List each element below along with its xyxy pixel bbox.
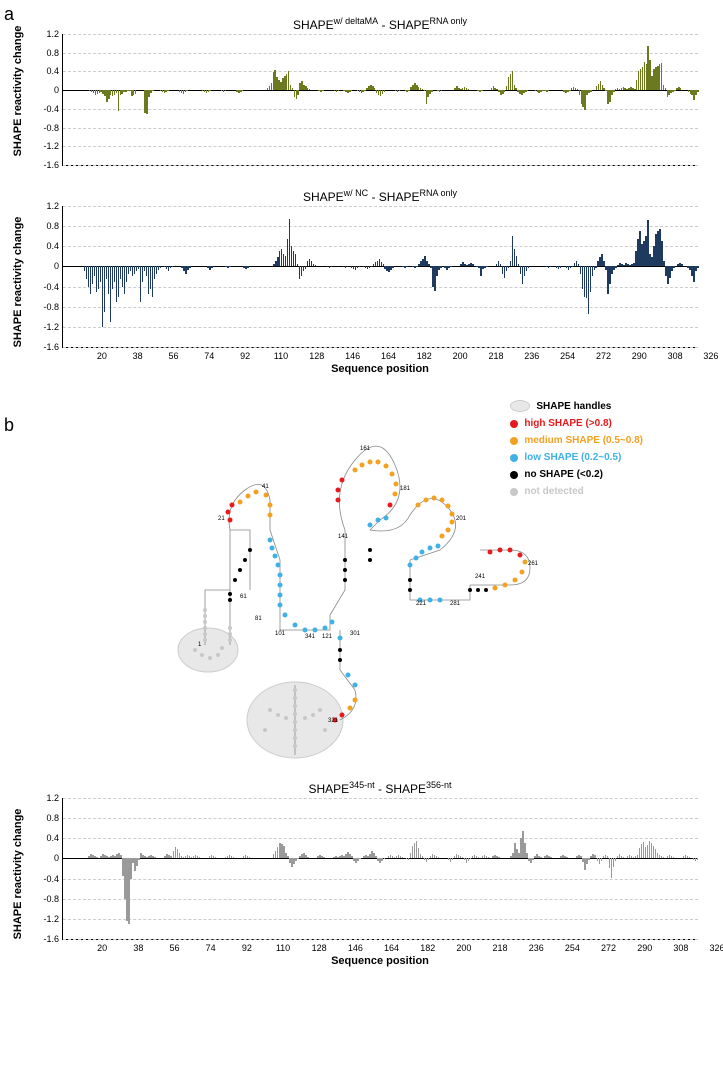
legend-nd-text: not detected	[524, 486, 583, 497]
legend-nd: not detected	[510, 486, 643, 497]
svg-text:281: 281	[450, 601, 461, 607]
legend-medium: medium SHAPE (0.5~0.8)	[510, 435, 643, 446]
legend-medium-text: medium SHAPE (0.5~0.8)	[524, 435, 643, 446]
chart3-container: SHAPE345-nt - SHAPE356-nt SHAPE reactivi…	[62, 780, 698, 967]
legend-low-dot	[510, 454, 518, 462]
chart3-title-mid: - SHAPE	[375, 782, 426, 796]
chart2-ylabel: SHAPE reactivity change	[12, 216, 24, 347]
svg-text:341: 341	[305, 634, 316, 640]
chart1-container: SHAPEw/ deltaMA - SHAPERNA only SHAPE re…	[62, 16, 698, 166]
svg-text:221: 221	[416, 601, 427, 607]
chart1-title-pre: SHAPE	[293, 18, 334, 32]
svg-text:61: 61	[240, 594, 247, 600]
panel-a-label: a	[4, 4, 14, 25]
svg-text:321: 321	[328, 718, 339, 724]
chart1-title-sup1: w/ deltaMA	[334, 16, 379, 26]
legend-high-dot	[510, 420, 518, 428]
svg-text:261: 261	[528, 561, 539, 567]
svg-text:41: 41	[262, 484, 269, 490]
chart1-title-sup2: RNA only	[430, 16, 468, 26]
chart1-title: SHAPEw/ deltaMA - SHAPERNA only	[62, 16, 698, 32]
svg-text:141: 141	[338, 534, 349, 540]
chart2-title-pre: SHAPE	[303, 190, 344, 204]
structure-area: 1 21 41 61 81 101 121 141 161 181 201 22…	[50, 390, 713, 790]
rna-structure-diagram: 1 21 41 61 81 101 121 141 161 181 201 22…	[110, 390, 540, 770]
legend-handles-swatch	[510, 400, 530, 412]
legend-medium-dot	[510, 437, 518, 445]
legend-none: no SHAPE (<0.2)	[510, 469, 643, 480]
legend-none-text: no SHAPE (<0.2)	[524, 469, 603, 480]
chart1-ylabel: SHAPE reactivity change	[12, 26, 24, 157]
svg-text:181: 181	[400, 486, 411, 492]
chart3-title-sup2: 356-nt	[426, 780, 452, 790]
chart3-xlabel: Sequence position	[62, 955, 698, 967]
svg-text:101: 101	[275, 631, 286, 637]
legend-high: high SHAPE (>0.8)	[510, 418, 643, 429]
chart3-title-sup1: 345-nt	[349, 780, 375, 790]
chart3-title-pre: SHAPE	[308, 782, 349, 796]
chart1-title-mid: - SHAPE	[378, 18, 429, 32]
svg-text:81: 81	[255, 616, 262, 622]
panel-b-label: b	[4, 415, 14, 436]
svg-text:161: 161	[360, 446, 371, 452]
svg-text:301: 301	[350, 631, 361, 637]
legend-none-dot	[510, 471, 518, 479]
chart2-xlabel: Sequence position	[62, 363, 698, 375]
legend-low-text: low SHAPE (0.2~0.5)	[524, 452, 621, 463]
svg-text:241: 241	[475, 574, 486, 580]
chart2-title-sup2: RNA only	[420, 188, 458, 198]
chart2-container: SHAPEw/ NC - SHAPERNA only SHAPE reactiv…	[62, 188, 698, 375]
chart2-title-mid: - SHAPE	[368, 190, 419, 204]
structure-legend: SHAPE handles high SHAPE (>0.8) medium S…	[510, 400, 643, 503]
chart3-ylabel: SHAPE reactivity change	[12, 808, 24, 939]
legend-handles-text: SHAPE handles	[536, 401, 611, 412]
chart2-title-sup1: w/ NC	[344, 188, 369, 198]
svg-text:121: 121	[322, 634, 333, 640]
chart1-plot: -1.6-1.2-0.8-0.400.40.81.2	[62, 34, 698, 166]
svg-text:201: 201	[456, 516, 467, 522]
chart3-plot: -1.6-1.2-0.8-0.400.40.81.220385674921101…	[62, 798, 698, 940]
chart2-plot: -1.6-1.2-0.8-0.400.40.81.220385674921101…	[62, 206, 698, 348]
chart2-title: SHAPEw/ NC - SHAPERNA only	[62, 188, 698, 204]
legend-high-text: high SHAPE (>0.8)	[524, 418, 612, 429]
chart3-title: SHAPE345-nt - SHAPE356-nt	[62, 780, 698, 796]
legend-low: low SHAPE (0.2~0.5)	[510, 452, 643, 463]
svg-text:21: 21	[218, 516, 225, 522]
legend-nd-dot	[510, 488, 518, 496]
legend-handles: SHAPE handles	[510, 400, 643, 412]
